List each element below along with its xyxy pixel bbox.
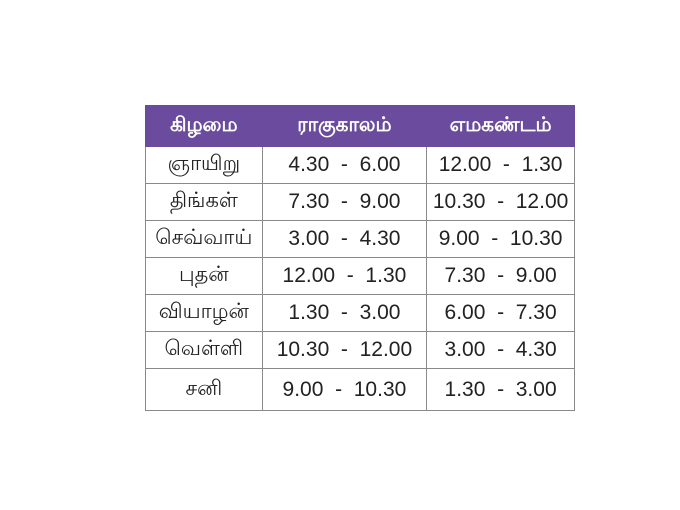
day-cell: திங்கள் (145, 183, 263, 221)
yamagandam-cell: 3.00 - 4.30 (426, 331, 575, 369)
table-row: திங்கள் 7.30 - 9.00 10.30 - 12.00 (145, 183, 575, 221)
rahukalam-cell: 9.00 - 10.30 (261, 368, 428, 411)
yamagandam-cell: 1.30 - 3.00 (426, 368, 575, 411)
day-cell: சனி (145, 368, 263, 411)
day-cell: செவ்வாய் (145, 220, 263, 258)
header-row: கிழமை ராகுகாலம் எமகண்டம் (145, 105, 575, 147)
header-day: கிழமை (145, 105, 263, 147)
table-row: புதன் 12.00 - 1.30 7.30 - 9.00 (145, 257, 575, 295)
table-row: சனி 9.00 - 10.30 1.30 - 3.00 (145, 368, 575, 411)
table-row: வெள்ளி 10.30 - 12.00 3.00 - 4.30 (145, 331, 575, 369)
yamagandam-cell: 12.00 - 1.30 (426, 146, 575, 184)
rahukalam-cell: 7.30 - 9.00 (261, 183, 428, 221)
header-rahukalam: ராகுகாலம் (261, 105, 428, 147)
rahukalam-cell: 1.30 - 3.00 (261, 294, 428, 332)
rahukalam-cell: 4.30 - 6.00 (261, 146, 428, 184)
yamagandam-cell: 6.00 - 7.30 (426, 294, 575, 332)
day-cell: ஞாயிறு (145, 146, 263, 184)
rahukalam-table: கிழமை ராகுகாலம் எமகண்டம் ஞாயிறு 4.30 - 6.… (145, 105, 575, 411)
yamagandam-cell: 7.30 - 9.00 (426, 257, 575, 295)
table-row: செவ்வாய் 3.00 - 4.30 9.00 - 10.30 (145, 220, 575, 258)
day-cell: வியாழன் (145, 294, 263, 332)
day-cell: வெள்ளி (145, 331, 263, 369)
header-yamagandam: எமகண்டம் (426, 105, 575, 147)
day-cell: புதன் (145, 257, 263, 295)
table-row: வியாழன் 1.30 - 3.00 6.00 - 7.30 (145, 294, 575, 332)
table-row: ஞாயிறு 4.30 - 6.00 12.00 - 1.30 (145, 146, 575, 184)
rahukalam-cell: 12.00 - 1.30 (261, 257, 428, 295)
yamagandam-cell: 9.00 - 10.30 (426, 220, 575, 258)
yamagandam-cell: 10.30 - 12.00 (426, 183, 575, 221)
rahukalam-cell: 3.00 - 4.30 (261, 220, 428, 258)
rahukalam-cell: 10.30 - 12.00 (261, 331, 428, 369)
